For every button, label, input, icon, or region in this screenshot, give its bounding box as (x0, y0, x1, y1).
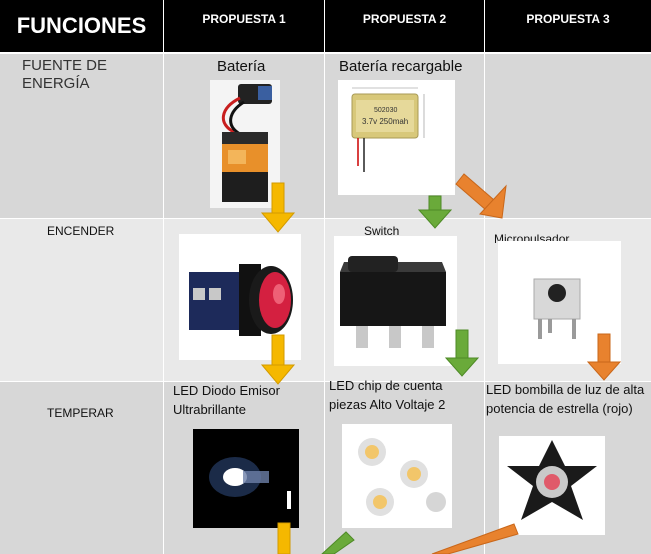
switch-image (334, 236, 457, 366)
function-temperar: TEMPERAR (47, 406, 114, 420)
header-propuesta-3: PROPUESTA 3 (485, 0, 651, 52)
header-propuesta-2-label: PROPUESTA 2 (362, 12, 447, 26)
p2-bateria-recargable-label: Batería recargable (339, 58, 463, 75)
arrow-battery-recargable-to-switch (417, 195, 453, 229)
led-diode-image (193, 429, 299, 528)
arrow-pulsador-to-led-diodo (260, 334, 296, 385)
push-button-image (179, 234, 301, 360)
header-propuesta-1: PROPUESTA 1 (164, 0, 324, 52)
arrow-led-diodo-down (277, 522, 291, 554)
function-fuente-energia: FUENTE DE ENERGÍA (22, 57, 108, 92)
row3-function-cell (0, 382, 163, 554)
rechargeable-battery-image: 502030 3.7v 250mah (338, 80, 455, 195)
arrow-led-estrella-down (431, 523, 519, 554)
arrow-led-chip-down (321, 531, 355, 554)
header-propuesta-3-label: PROPUESTA 3 (526, 12, 610, 26)
led-chip-image (342, 424, 452, 528)
function-encender: ENCENDER (47, 224, 115, 238)
arrow-battery-to-pulsador (260, 182, 296, 233)
header-funciones-label: FUNCIONES (16, 13, 147, 38)
row1-p3-cell (485, 54, 651, 218)
p1-led-ultrabrillante-label: LED Diodo Emisor Ultrabrillante (173, 383, 280, 417)
arrow-micropulsador-to-led-estrella (586, 333, 622, 381)
p3-led-estrella-label: LED bombilla de luz de alta potencia de … (486, 382, 645, 416)
header-propuesta-1-label: PROPUESTA 1 (202, 12, 286, 26)
header-propuesta-2: PROPUESTA 2 (325, 0, 484, 52)
header-funciones: FUNCIONES (0, 0, 163, 52)
p2-switch-label: Switch (364, 224, 400, 238)
row2-function-cell (0, 219, 163, 381)
row1-function-cell (0, 54, 163, 218)
battery-spec-text: 3.7v 250mah (362, 117, 408, 126)
battery-image (210, 80, 280, 208)
led-star-image (499, 436, 605, 535)
p2-led-chip-label: LED chip de cuenta piezas Alto Voltaje 2 (329, 378, 446, 412)
battery-model-text: 502030 (374, 107, 397, 114)
arrow-battery-recargable-to-micropulsador (455, 173, 507, 219)
arrow-switch-to-led-chip (444, 329, 480, 377)
p1-bateria-label: Batería (217, 58, 266, 75)
